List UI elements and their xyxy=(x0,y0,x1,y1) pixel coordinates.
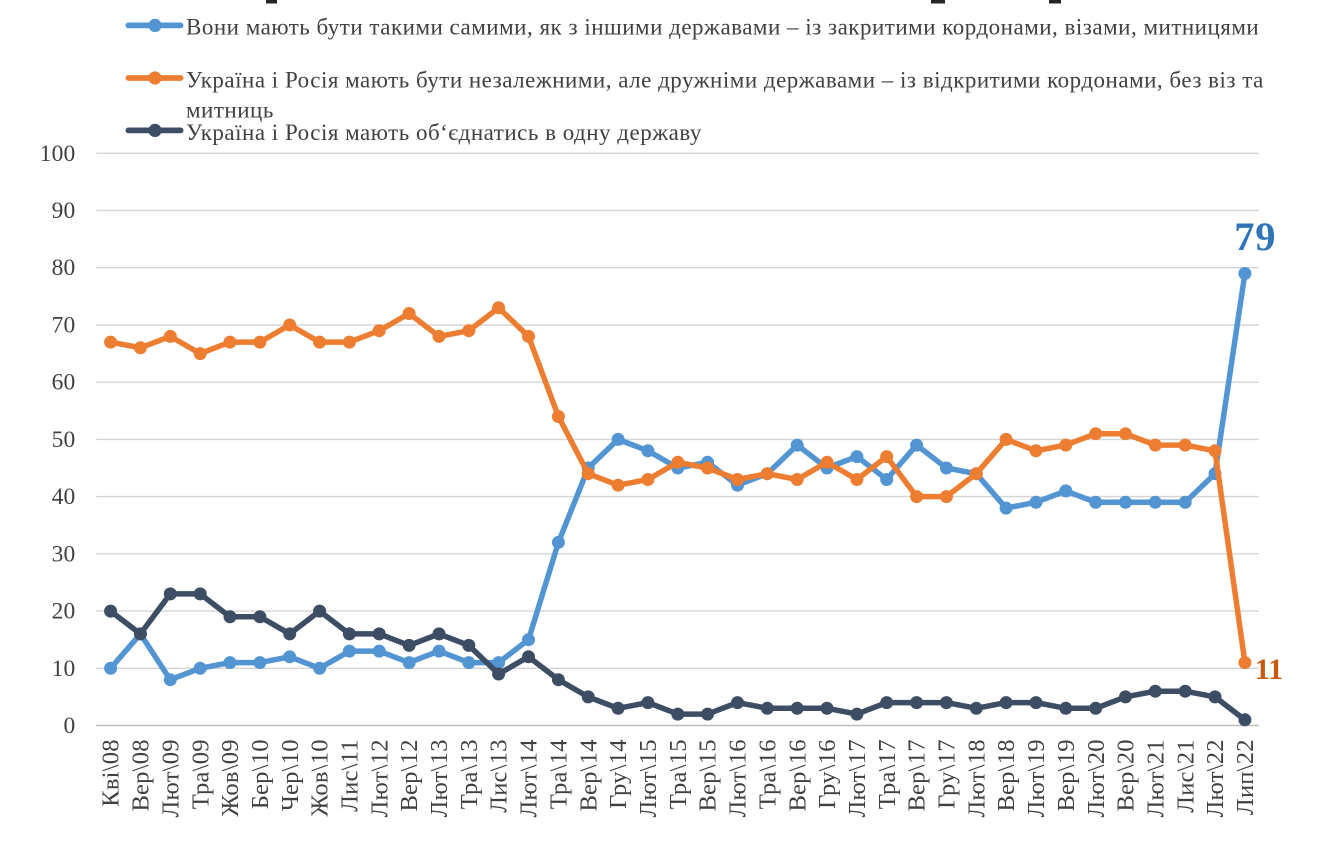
svg-text:Вер\14: Вер\14 xyxy=(575,739,602,811)
svg-text:Лют\13: Лют\13 xyxy=(426,739,453,817)
svg-text:10: 10 xyxy=(52,656,76,682)
svg-text:80: 80 xyxy=(52,255,76,281)
svg-text:90: 90 xyxy=(52,198,76,224)
svg-text:Лют\14: Лют\14 xyxy=(516,739,543,817)
svg-text:Вер\17: Вер\17 xyxy=(904,739,931,811)
svg-text:Лют\09: Лют\09 xyxy=(157,739,184,817)
svg-text:79: 79 xyxy=(1234,214,1276,259)
svg-text:Лют\19: Лют\19 xyxy=(1023,739,1050,817)
svg-text:Лют\22: Лют\22 xyxy=(1202,739,1229,817)
svg-text:Україна і Росія мають об‘єднат: Україна і Росія мають об‘єднатись в одну… xyxy=(186,120,702,145)
svg-text:Бер\10: Бер\10 xyxy=(247,739,274,809)
svg-text:Вони мають бути такими самими,: Вони мають бути такими самими, як з інши… xyxy=(186,15,1259,40)
svg-text:Вер\08: Вер\08 xyxy=(128,739,155,811)
svg-text:Тра\15: Тра\15 xyxy=(665,739,692,809)
svg-text:митниць: митниць xyxy=(186,98,274,123)
svg-text:Лис\21: Лис\21 xyxy=(1172,739,1199,812)
svg-text:Жов\10: Жов\10 xyxy=(307,739,334,816)
svg-text:Лип\22: Лип\22 xyxy=(1232,739,1259,815)
svg-text:Тра\09: Тра\09 xyxy=(187,739,214,809)
svg-text:Тра\14: Тра\14 xyxy=(546,739,573,809)
svg-text:Тра\17: Тра\17 xyxy=(874,739,901,809)
svg-text:Вер\15: Вер\15 xyxy=(695,739,722,811)
svg-text:Лис\11: Лис\11 xyxy=(337,739,364,811)
svg-text:Лют\17: Лют\17 xyxy=(844,739,871,817)
svg-text:60: 60 xyxy=(52,370,76,396)
svg-text:70: 70 xyxy=(52,313,76,339)
svg-text:20: 20 xyxy=(52,599,76,625)
svg-text:Вер\19: Вер\19 xyxy=(1053,739,1080,811)
svg-text:40: 40 xyxy=(52,484,76,510)
svg-text:Лют\15: Лют\15 xyxy=(635,739,662,817)
svg-text:11: 11 xyxy=(1255,653,1283,686)
svg-text:30: 30 xyxy=(52,541,76,567)
svg-text:Лют\16: Лют\16 xyxy=(725,739,752,817)
svg-text:Чер\10: Чер\10 xyxy=(277,739,304,811)
svg-text:Гру\16: Гру\16 xyxy=(814,739,841,809)
svg-text:0: 0 xyxy=(64,713,76,739)
svg-text:100: 100 xyxy=(40,141,76,167)
svg-text:Лют\21: Лют\21 xyxy=(1142,739,1169,817)
svg-text:Лют\18: Лют\18 xyxy=(963,739,990,817)
svg-text:Вер\18: Вер\18 xyxy=(993,739,1020,811)
svg-text:Жов\09: Жов\09 xyxy=(217,739,244,816)
svg-text:Вер\16: Вер\16 xyxy=(784,739,811,811)
svg-text:Лют\20: Лют\20 xyxy=(1083,739,1110,817)
svg-text:50: 50 xyxy=(52,427,76,453)
svg-text:Гру\17: Гру\17 xyxy=(934,739,961,809)
svg-text:Лис\13: Лис\13 xyxy=(486,739,513,812)
svg-text:Тра\13: Тра\13 xyxy=(456,739,483,809)
svg-text:Гру\14: Гру\14 xyxy=(605,739,632,809)
svg-text:Вер\12: Вер\12 xyxy=(396,739,423,811)
svg-text:Кві\08: Кві\08 xyxy=(98,739,125,806)
svg-text:Лют\12: Лют\12 xyxy=(366,739,393,817)
svg-text:Тра\16: Тра\16 xyxy=(754,739,781,809)
svg-text:Україна і Росія мають бути нез: Україна і Росія мають бути незалежними, … xyxy=(186,68,1264,93)
svg-text:Вер\20: Вер\20 xyxy=(1113,739,1140,811)
